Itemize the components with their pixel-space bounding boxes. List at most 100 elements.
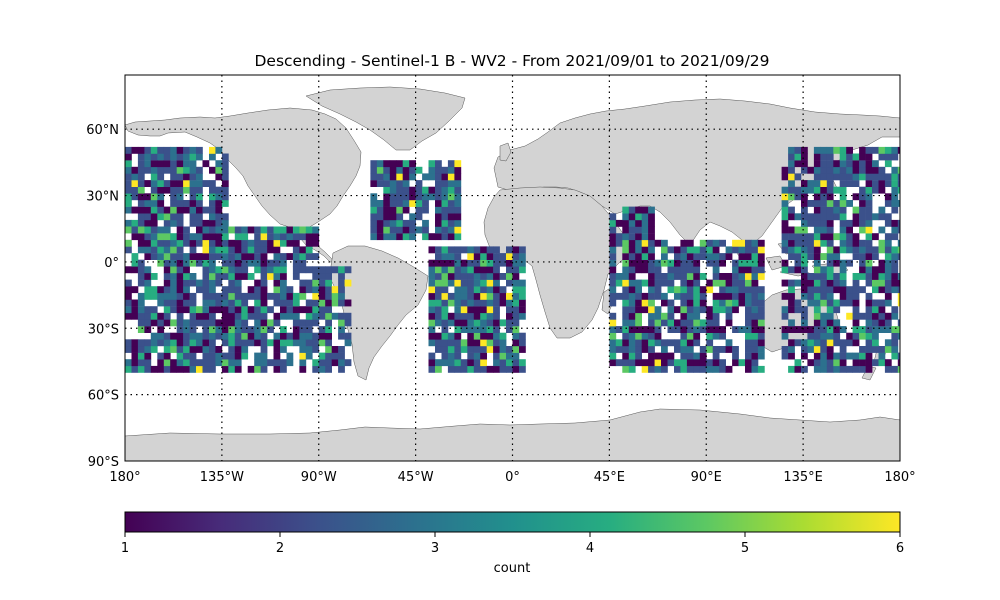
data-cell	[163, 352, 171, 360]
data-cell	[512, 273, 520, 280]
data-cell	[150, 226, 158, 234]
data-cell	[813, 160, 821, 168]
data-cell	[312, 233, 320, 241]
data-cell	[299, 339, 307, 347]
data-cell	[628, 339, 636, 347]
data-cell	[215, 193, 223, 201]
data-cell	[820, 213, 828, 221]
data-cell	[144, 339, 152, 347]
data-cell	[280, 359, 287, 367]
data-cell	[826, 226, 834, 234]
data-cell	[884, 246, 892, 254]
data-cell	[846, 286, 853, 294]
data-cell	[788, 213, 795, 221]
data-cell	[884, 213, 892, 221]
data-cell	[641, 326, 649, 333]
data-cell	[826, 253, 834, 260]
lat-tick-label: 30°N	[86, 190, 119, 205]
data-cell	[661, 253, 668, 260]
data-cell	[667, 299, 675, 307]
data-cell	[286, 233, 294, 241]
data-cell	[228, 266, 236, 274]
data-cell	[157, 332, 165, 340]
data-cell	[852, 193, 860, 201]
data-cell	[480, 259, 487, 267]
data-cell	[635, 279, 642, 287]
data-cell	[745, 246, 752, 254]
data-cell	[183, 292, 190, 300]
data-cell	[732, 246, 739, 254]
data-cell	[859, 219, 866, 227]
data-cell	[163, 346, 171, 353]
data-cell	[189, 239, 197, 247]
data-cell	[454, 233, 462, 241]
data-cell	[751, 273, 759, 280]
data-cell	[137, 346, 145, 353]
data-cell	[189, 153, 197, 161]
data-cell	[176, 219, 184, 227]
data-cell	[807, 219, 815, 227]
data-cell	[865, 173, 873, 181]
data-cell	[137, 273, 145, 280]
data-cell	[170, 213, 177, 221]
data-cell	[839, 206, 847, 214]
data-cell	[615, 346, 623, 353]
data-cell	[712, 312, 720, 320]
data-cell	[859, 146, 866, 154]
data-cell	[144, 253, 152, 260]
data-cell	[820, 326, 828, 333]
data-cell	[872, 253, 879, 260]
data-cell	[648, 352, 655, 360]
data-cell	[241, 312, 249, 320]
data-cell	[273, 299, 281, 307]
data-cell	[234, 359, 242, 367]
data-cell	[859, 193, 866, 201]
data-cell	[221, 332, 229, 340]
data-cell	[820, 332, 828, 340]
land-uk	[499, 142, 512, 162]
data-cell	[725, 306, 733, 314]
data-cell	[150, 339, 158, 347]
data-cell	[176, 153, 184, 161]
data-cell	[454, 346, 462, 353]
data-cell	[196, 180, 203, 187]
data-cell	[137, 173, 145, 181]
data-cell	[254, 365, 261, 373]
data-cell	[286, 299, 294, 307]
data-cell	[852, 219, 860, 227]
data-cell	[891, 246, 899, 254]
data-cell	[486, 279, 494, 287]
data-cell	[897, 319, 900, 327]
data-cell	[486, 319, 494, 327]
data-cell	[788, 193, 795, 201]
data-cell	[209, 166, 216, 174]
data-cell	[247, 286, 255, 294]
data-cell	[706, 346, 714, 353]
data-cell	[422, 233, 429, 241]
data-cell	[628, 359, 636, 367]
data-cell	[402, 173, 410, 181]
data-cell	[383, 160, 391, 168]
data-cell	[241, 346, 249, 353]
data-cell	[435, 292, 442, 300]
data-cell	[131, 173, 139, 181]
data-cell	[628, 246, 636, 254]
data-cell	[260, 266, 268, 274]
data-cell	[163, 206, 171, 214]
data-cell	[635, 259, 642, 267]
data-cell	[209, 226, 216, 234]
data-cell	[125, 339, 132, 347]
data-cell	[131, 186, 139, 194]
data-cell	[396, 166, 404, 174]
data-cell	[852, 233, 860, 241]
data-cell	[493, 253, 500, 260]
data-cell	[826, 180, 834, 187]
data-cell	[680, 253, 688, 260]
data-cell	[628, 286, 636, 294]
data-cell	[897, 246, 900, 254]
data-cell	[865, 306, 873, 314]
data-cell	[428, 292, 436, 300]
data-cell	[157, 146, 165, 154]
data-cell	[833, 352, 841, 360]
data-cell	[176, 186, 184, 194]
